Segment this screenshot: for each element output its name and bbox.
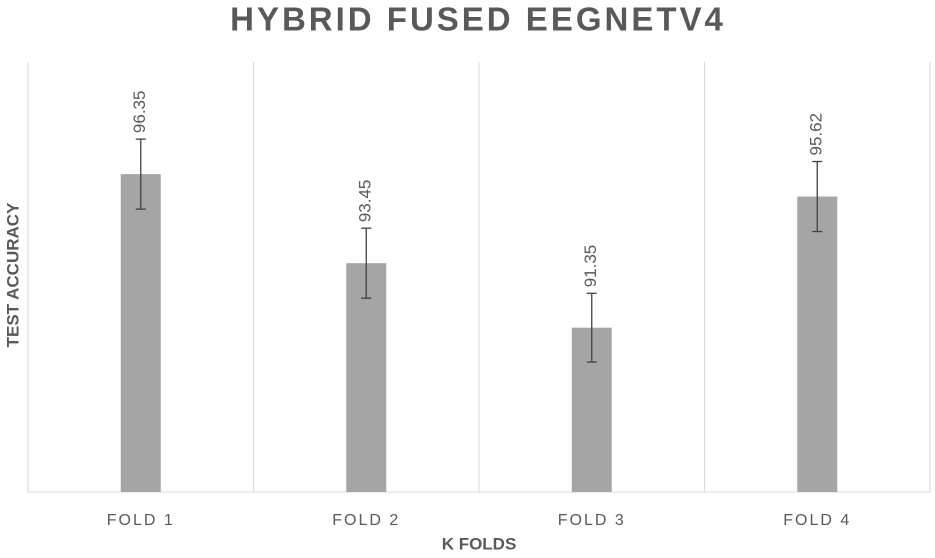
bar xyxy=(346,263,387,492)
y-axis-label: TEST ACCURACY xyxy=(3,202,22,347)
data-label: 96.35 xyxy=(130,91,149,134)
chart-title: HYBRID FUSED EEGNETV4 xyxy=(230,1,726,38)
bar xyxy=(797,196,838,492)
data-label: 91.35 xyxy=(581,245,600,288)
x-tick-label: FOLD 3 xyxy=(558,512,626,529)
data-label: 93.45 xyxy=(356,180,375,223)
x-axis-label: K FOLDS xyxy=(442,534,517,553)
x-tick-label: FOLD 2 xyxy=(332,512,400,529)
bar xyxy=(120,174,161,492)
x-tick-label: FOLD 4 xyxy=(783,512,851,529)
data-label: 95.62 xyxy=(807,113,826,156)
x-tick-label: FOLD 1 xyxy=(107,512,175,529)
